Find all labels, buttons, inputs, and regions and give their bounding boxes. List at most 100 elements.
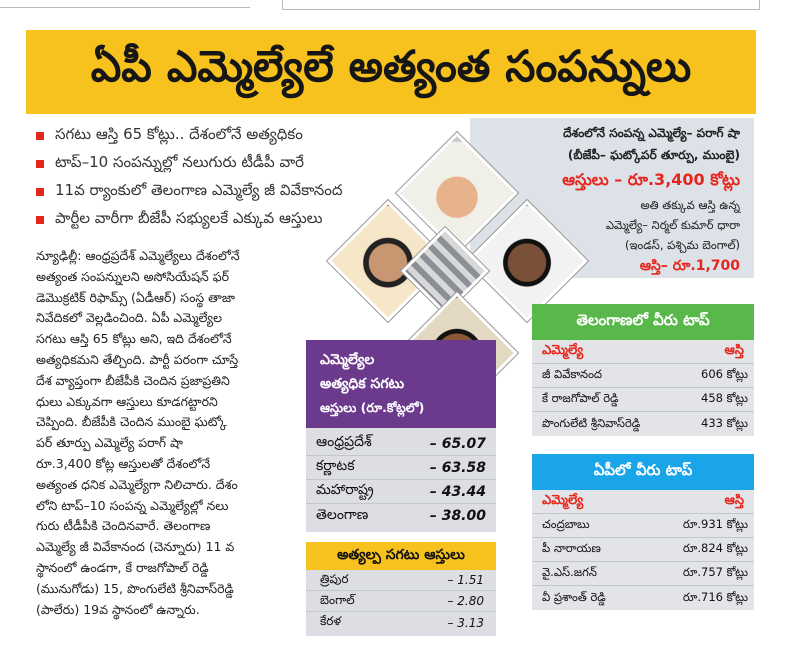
- top-rule-left: [0, 0, 250, 8]
- highlight-text: టాప్‌–10 సంపన్నుల్లో నలుగురు టీడీపీ వారే: [55, 153, 305, 171]
- article-line: పర్‌ తూర్పు ఎమ్మెల్యే పరాగ్‌ షా: [36, 435, 183, 451]
- state-value: – 38.00: [429, 508, 486, 524]
- article-line: స్థానంలో ఉండగా, కే రాజగోపాల్‌ రెడ్డి: [36, 559, 209, 575]
- state-name: తెలంగాణ: [316, 506, 369, 523]
- mla-name: కే రాజగోపాల్‌ రెడ్డి: [542, 391, 619, 405]
- headline: ఏపీ ఎమ్మెల్యేలే అత్యంత సంపన్నులు: [90, 42, 692, 92]
- table-header: ఎమ్మెల్యే ఆస్తి: [532, 340, 754, 364]
- column-header-asset: ఆస్తి: [724, 492, 744, 508]
- state-name: ఆంధ్రప్రదేశ్‌: [316, 434, 372, 450]
- mla-name: వీ ప్రశాంత్‌ రెడ్డి: [542, 589, 606, 604]
- mla-asset: 433 కోట్లు: [701, 415, 748, 430]
- lowest-avg-title: అత్యల్ప సగటు ఆస్తులు: [306, 542, 496, 570]
- article-line: లోని టాప్‌–10 సంపన్న ఎమ్మెల్యేల్లో నలు: [36, 497, 229, 513]
- ap-top-table: ఎమ్మెల్యే ఆస్తి చంద్రబాబు రూ.931 కోట్లు పీ…: [532, 490, 754, 610]
- column-header-asset: ఆస్తి: [724, 342, 744, 358]
- mla-name: వై.ఎస్‌.జగన్‌: [542, 565, 597, 579]
- bullet-square-icon: [36, 216, 44, 224]
- ap-top-title: ఏపీలో వీరు టాప్‌: [532, 454, 754, 490]
- table-row: చంద్రబాబు రూ.931 కోట్లు: [532, 514, 754, 538]
- table-row: కర్ణాటక – 63.58: [306, 456, 496, 480]
- telangana-top-table: ఎమ్మెల్యే ఆస్తి జీ వివేకానంద 606 కోట్లు కే…: [532, 340, 754, 436]
- table-row: మహారాష్ట్ర – 43.44: [306, 480, 496, 504]
- table-row: త్రిపుర – 1.51: [306, 570, 496, 591]
- article-line: అత్యంత సంపన్నులని అసోసియేషన్‌ ఫర్‌: [36, 268, 230, 284]
- column-header-mla: ఎమ్మెల్యే: [542, 342, 584, 358]
- top-rule-right: [282, 0, 760, 10]
- poorest-party: (ఇండస్, పశ్చిమ బెంగాల్‌): [625, 238, 740, 252]
- table-header: ఎమ్మెల్యే ఆస్తి: [532, 490, 754, 514]
- article-line: గురు టీడీపీకి చెందినవారే. తెలంగాణ: [36, 518, 211, 534]
- poorest-amount: ఆస్తి– రూ.1,700: [639, 258, 740, 274]
- state-value: – 43.44: [429, 483, 486, 500]
- state-name: కర్ణాటక: [316, 458, 355, 474]
- article-line: సగటు ఆస్తి 65 కోట్లు అని, ఇది దేశంలోనే: [36, 331, 232, 347]
- mla-asset: రూ.824 కోట్లు: [682, 541, 748, 555]
- poorest-title: అతి తక్కువ ఆస్తి ఉన్న: [640, 198, 740, 212]
- mla-name: పొంగులేటి శ్రీనివాస్‌రెడ్డి: [542, 415, 641, 430]
- lowest-avg-table: త్రిపుర – 1.51 బెంగాల్‌ – 2.80 కేరళ – 3.13: [306, 570, 496, 636]
- article-line: డెమొక్రటిక్‌ రిఫామ్స్‌ (ఏడీఆర్‌) సంస్థ త…: [36, 289, 235, 305]
- highlight-item: టాప్‌–10 సంపన్నుల్లో నలుగురు టీడీపీ వారే: [36, 150, 381, 178]
- highlight-item: 11వ ర్యాంకులో తెలంగాణ ఎమ్మెల్యే జీ వివేక…: [36, 178, 381, 206]
- article-line: అత్యధికమని తేల్చింది. పార్టీ పరంగా చూస్త…: [36, 351, 239, 367]
- bullet-square-icon: [36, 188, 44, 196]
- article-line: దేశ వ్యాప్తంగా బీజేపీకి చెందిన ప్రజాప్రత…: [36, 372, 230, 388]
- highest-avg-title-box: ఎమ్మెల్యేల అత్యధిక సగటు ఆస్తులు (రూ.కోట్…: [306, 340, 496, 428]
- article-line: రూ.3,400 కోట్ల ఆస్తులతో దేశంలోనే: [36, 455, 211, 471]
- table-row: వై.ఎస్‌.జగన్‌ రూ.757 కోట్లు: [532, 562, 754, 586]
- article-line: (పాలేరు) 19వ స్థానంలో ఉన్నారు.: [36, 601, 200, 617]
- article-line: అత్యంత ధనిక ఎమ్మెల్యేగా నిలిచారు. దేశం: [36, 476, 238, 492]
- highest-avg-title-line: అత్యధిక సగటు: [320, 376, 405, 392]
- poorest-name: ఎమ్మెల్యే– నిర్మల్‌ కుమార్‌ ధారా: [605, 218, 740, 232]
- mla-asset: 606 కోట్లు: [701, 367, 748, 381]
- table-row: కే రాజగోపాల్‌ రెడ్డి 458 కోట్లు: [532, 388, 754, 412]
- richest-party: (బీజేపీ– ఘట్కోపర్‌ తూర్పు, ముంబై): [567, 148, 740, 162]
- table-row: జీ వివేకానంద 606 కోట్లు: [532, 364, 754, 388]
- mla-asset: 458 కోట్లు: [701, 391, 748, 405]
- highlight-text: 11వ ర్యాంకులో తెలంగాణ ఎమ్మెల్యే జీ వివేక…: [55, 181, 343, 199]
- state-value: – 63.58: [429, 459, 486, 476]
- highlights-list: సగటు ఆస్తి 65 కోట్లు.. దేశంలోనే అత్యధికం…: [36, 122, 381, 234]
- article-line: నివేదికలో వెల్లడించింది. ఏపీ ఎమ్మెల్యేల: [36, 310, 222, 326]
- column-header-mla: ఎమ్మెల్యే: [542, 492, 584, 508]
- richest-title: దేశంలోనే సంపన్న ఎమ్మెల్యే– పరాగ్‌ షా: [563, 126, 740, 140]
- highest-avg-title-line: ఆస్తులు (రూ.కోట్లలో): [320, 400, 425, 415]
- mla-asset: రూ.716 కోట్లు: [682, 589, 748, 604]
- highlight-item: సగటు ఆస్తి 65 కోట్లు.. దేశంలోనే అత్యధికం: [36, 122, 381, 150]
- highlight-item: పార్టీల వారీగా బీజేపీ సభ్యులకే ఎక్కువ ఆస…: [36, 206, 381, 234]
- state-value: – 65.07: [429, 435, 486, 452]
- highlight-text: సగటు ఆస్తి 65 కోట్లు.. దేశంలోనే అత్యధికం: [55, 125, 303, 143]
- state-value: – 2.80: [447, 594, 484, 608]
- state-name: కేరళ: [320, 614, 342, 628]
- table-row: వీ ప్రశాంత్‌ రెడ్డి రూ.716 కోట్లు: [532, 586, 754, 610]
- mla-asset: రూ.757 కోట్లు: [682, 565, 748, 579]
- state-value: – 1.51: [447, 573, 484, 587]
- highlight-text: పార్టీల వారీగా బీజేపీ సభ్యులకే ఎక్కువ ఆస…: [55, 209, 323, 227]
- highest-avg-title-line: ఎమ్మెల్యేల: [320, 352, 375, 368]
- article-line: చెప్పింది. బీజేపీకి చెందిన ముంబై ఘట్కో: [36, 414, 227, 430]
- telangana-top-title: తెలంగాణలో వీరు టాప్‌: [532, 304, 754, 340]
- highest-avg-table: ఆంధ్రప్రదేశ్‌ – 65.07 కర్ణాటక – 63.58 మహార…: [306, 428, 496, 532]
- mla-name: పీ నారాయణ: [542, 541, 601, 555]
- headline-banner: ఏపీ ఎమ్మెల్యేలే అత్యంత సంపన్నులు: [26, 30, 756, 114]
- state-name: బెంగాల్‌: [320, 592, 355, 607]
- mla-name: జీ వివేకానంద: [542, 367, 603, 381]
- mla-asset: రూ.931 కోట్లు: [682, 517, 748, 531]
- state-value: – 3.13: [447, 615, 484, 630]
- table-row: పొంగులేటి శ్రీనివాస్‌రెడ్డి 433 కోట్లు: [532, 412, 754, 436]
- bullet-square-icon: [36, 160, 44, 168]
- bullet-square-icon: [36, 132, 44, 140]
- table-row: తెలంగాణ – 38.00: [306, 504, 496, 528]
- article-line: ధులు ఎక్కువగా ఆస్తులు కూడగట్టారని: [36, 393, 218, 409]
- mla-name: చంద్రబాబు: [542, 517, 590, 531]
- state-name: త్రిపుర: [320, 571, 349, 586]
- table-row: బెంగాల్‌ – 2.80: [306, 591, 496, 612]
- table-row: ఆంధ్రప్రదేశ్‌ – 65.07: [306, 432, 496, 456]
- table-row: కేరళ – 3.13: [306, 612, 496, 633]
- article-body: న్యూఢిల్లీ: ఆంధ్రప్రదేశ్‌ ఎమ్మెల్యేలు దే…: [36, 246, 336, 620]
- article-line: ఎమ్మెల్యే జీ వివేకానంద (చెన్నూరు) 11 వ: [36, 539, 235, 555]
- state-name: మహారాష్ట్ర: [316, 482, 374, 498]
- article-line: న్యూఢిల్లీ: ఆంధ్రప్రదేశ్‌ ఎమ్మెల్యేలు దే…: [36, 248, 240, 263]
- table-row: పీ నారాయణ రూ.824 కోట్లు: [532, 538, 754, 562]
